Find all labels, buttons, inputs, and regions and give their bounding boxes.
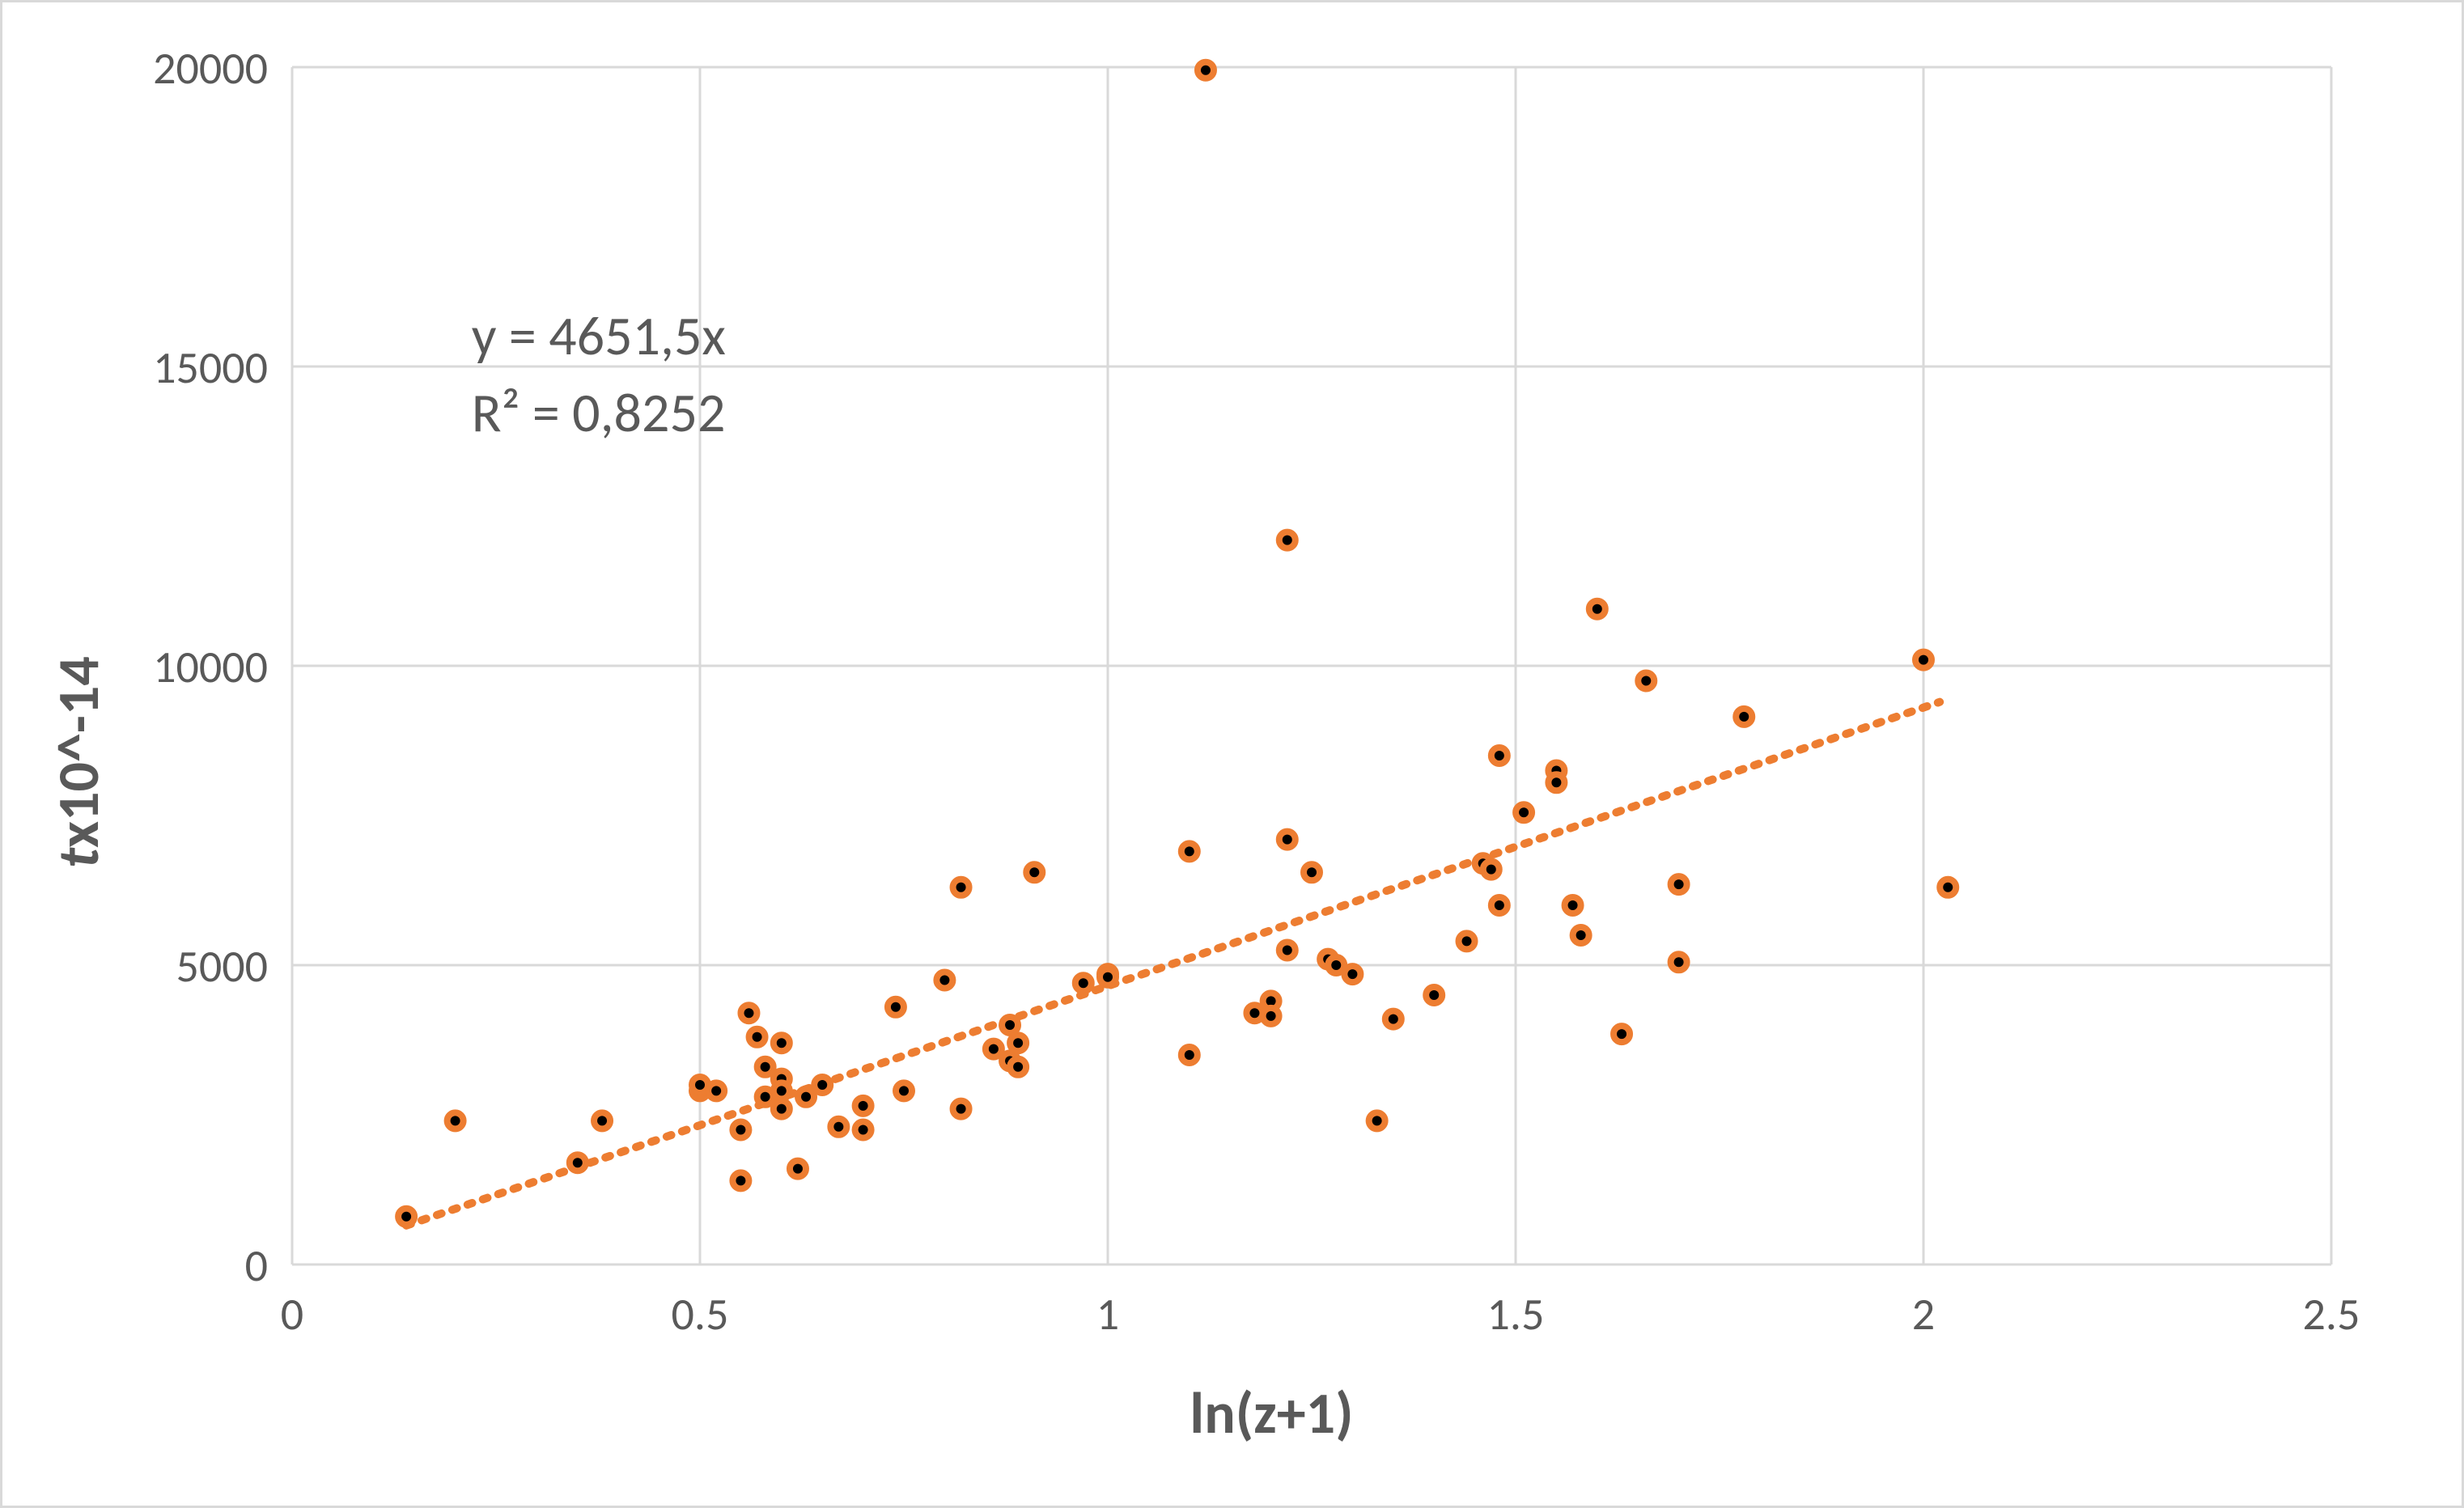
data-point-inner [801, 1092, 811, 1102]
scatter-plot: 0 0.5 1 1.5 2 2.5 0 5000 10000 15000 20000 y = 4651… [114, 35, 2380, 1362]
data-point-inner [1266, 1011, 1276, 1021]
svg-text:0: 0 [245, 1239, 268, 1294]
data-point-inner [753, 1032, 762, 1042]
data-point-inner [736, 1175, 745, 1185]
data-point-inner [695, 1080, 705, 1090]
data-point-inner [1029, 867, 1039, 877]
data-point-inner [989, 1044, 999, 1054]
svg-text:0.5: 0.5 [672, 1287, 729, 1342]
svg-text:1.5: 1.5 [1487, 1287, 1545, 1342]
data-point-inner [1249, 1008, 1259, 1018]
data-point-inner [1462, 936, 1472, 946]
data-point-inner [573, 1158, 583, 1167]
data-point-inner [1185, 1050, 1194, 1060]
data-point-inner [736, 1125, 745, 1135]
svg-text:1: 1 [1096, 1287, 1119, 1342]
svg-text:20000: 20000 [153, 41, 268, 96]
data-point-inner [859, 1125, 868, 1135]
data-point-inner [777, 1104, 787, 1114]
data-point-inner [956, 1104, 966, 1114]
data-point-inner [1429, 990, 1439, 1000]
data-point-inner [1201, 66, 1211, 75]
data-point-inner [761, 1062, 770, 1072]
chart-wrap: tx10^-14 0 0.5 1 1.5 2 2.5 0 5000 10000 15000 2000… [35, 35, 2429, 1489]
data-point-inner [833, 1122, 843, 1132]
data-point-inner [956, 883, 966, 892]
data-point-inner [1617, 1029, 1626, 1039]
data-point-inner [744, 1008, 753, 1018]
data-point-inner [1013, 1038, 1023, 1048]
data-point-inner [761, 1092, 770, 1102]
data-point-inner [1576, 930, 1586, 940]
data-point-inner [1347, 969, 1357, 979]
svg-text:10000: 10000 [153, 640, 268, 695]
data-point-inner [1307, 867, 1317, 877]
data-point-inner [817, 1080, 827, 1090]
data-point-inner [1551, 777, 1561, 787]
data-point-inner [1005, 1020, 1015, 1030]
data-point-inner [1674, 879, 1684, 889]
trendline [406, 702, 1940, 1226]
svg-text:2.5: 2.5 [2303, 1287, 2360, 1342]
data-point-inner [793, 1164, 803, 1174]
data-point-inner [1519, 807, 1529, 817]
data-point-inner [1079, 978, 1088, 988]
plot-column: 0 0.5 1 1.5 2 2.5 0 5000 10000 15000 20000 y = 4651… [114, 35, 2429, 1489]
r2-annotation: R² = 0,8252 [472, 379, 726, 447]
data-point-inner [1641, 676, 1651, 686]
data-point-inner [1013, 1062, 1023, 1072]
svg-text:5000: 5000 [176, 939, 268, 994]
svg-text:15000: 15000 [153, 341, 268, 396]
data-point-inner [1919, 655, 1928, 665]
y-axis-title-italic: t [43, 848, 114, 868]
data-point-inner [1103, 972, 1113, 982]
data-point-inner [711, 1086, 721, 1095]
x-axis-title: ln(z+1) [114, 1378, 2429, 1449]
data-point-inner [1266, 996, 1276, 1006]
chart-container: tx10^-14 0 0.5 1 1.5 2 2.5 0 5000 10000 15000 2000… [0, 0, 2464, 1508]
svg-text:0: 0 [281, 1287, 303, 1342]
data-point-inner [597, 1116, 607, 1125]
data-point-inner [899, 1086, 909, 1095]
data-point-inner [451, 1116, 460, 1125]
data-point-inner [859, 1101, 868, 1111]
y-axis-title: tx10^-14 [35, 35, 114, 1489]
data-point-inner [1283, 835, 1292, 845]
svg-text:2: 2 [1912, 1287, 1935, 1342]
data-point-inner [1486, 865, 1496, 875]
data-point-inner [1283, 536, 1292, 545]
y-axis-title-rest: x10^-14 [43, 656, 114, 848]
data-point-inner [1283, 946, 1292, 955]
data-point-inner [777, 1086, 787, 1095]
data-point-inner [1674, 957, 1684, 967]
equation-annotation: y = 4651,5x [472, 303, 726, 370]
data-point-inner [1389, 1015, 1398, 1024]
data-point-inner [1943, 883, 1953, 892]
data-point-inner [1592, 604, 1602, 614]
data-point-inner [1495, 751, 1504, 760]
data-point-inner [1372, 1116, 1382, 1125]
data-point-inner [1739, 712, 1749, 722]
data-point-inner [1568, 900, 1578, 910]
data-point-inner [1495, 900, 1504, 910]
data-point-inner [939, 976, 949, 985]
data-point-inner [401, 1212, 411, 1222]
data-point-inner [891, 1002, 901, 1012]
data-point-inner [777, 1038, 787, 1048]
data-point-inner [1331, 960, 1341, 970]
data-point-inner [1185, 846, 1194, 856]
